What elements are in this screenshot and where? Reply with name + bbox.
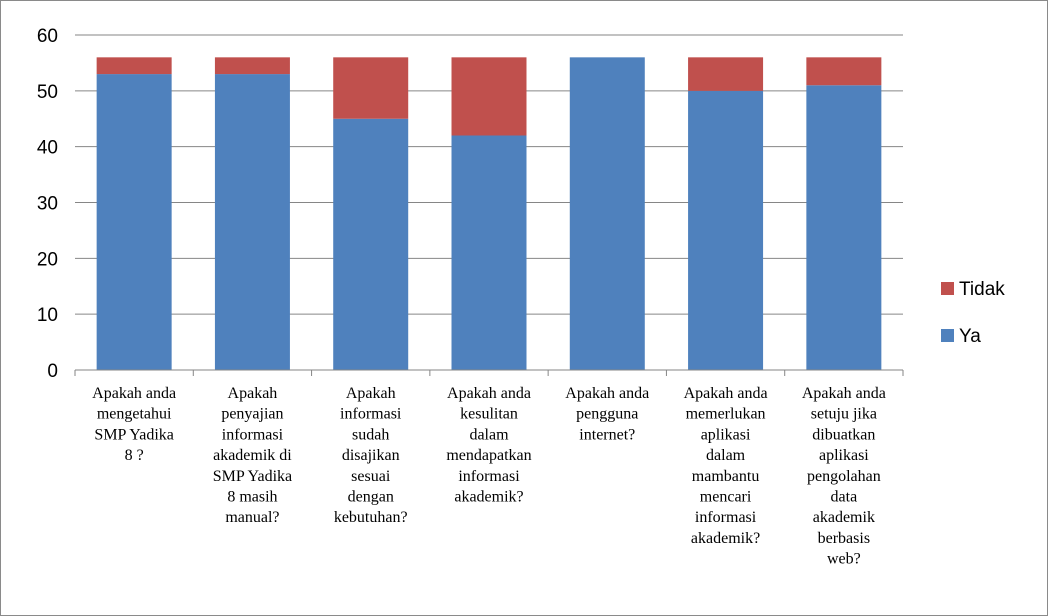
x-category-label: Apakah anda mengetahui SMP Yadika 8 ? — [92, 385, 176, 464]
bar-tidak-6 — [688, 57, 764, 91]
x-category-label: Apakah anda memerlukan aplikasi dalam mamban… — [684, 385, 768, 547]
bar-ya-7 — [806, 85, 882, 370]
x-category-label: Apakah anda kesulitan dalam mendapatkan info… — [446, 385, 531, 506]
bar-ya-3 — [333, 118, 409, 370]
bar-ya-6 — [688, 90, 764, 370]
legend-label-ya: Ya — [959, 326, 981, 347]
bar-ya-4 — [451, 135, 527, 370]
x-category-label: Apakah penyajian informasi akademik di SMP Y… — [213, 385, 293, 526]
x-category-label: Apakah anda setuju jika dibuatkan aplikasi p… — [802, 385, 886, 568]
y-tick-label: 50 — [37, 82, 58, 103]
x-category-label: Apakah anda pengguna internet? — [565, 385, 649, 443]
legend-swatch-tidak — [941, 282, 954, 295]
legend-swatch-ya — [941, 329, 954, 342]
bar-ya-5 — [569, 57, 645, 370]
bar-tidak-2 — [214, 57, 290, 75]
bar-ya-1 — [96, 74, 172, 370]
bar-ya-2 — [214, 74, 290, 370]
y-tick-label: 10 — [37, 305, 58, 326]
y-tick-label: 20 — [37, 249, 58, 270]
bar-tidak-1 — [96, 57, 172, 75]
x-category-label: Apakah informasi sudah disajikan sesuai denga… — [334, 385, 408, 526]
y-tick-label: 0 — [47, 361, 58, 382]
legend-label-tidak: Tidak — [959, 279, 1005, 300]
y-tick-label: 60 — [37, 26, 58, 47]
bar-tidak-7 — [806, 57, 882, 86]
bar-tidak-3 — [333, 57, 409, 119]
y-tick-label: 30 — [37, 194, 58, 215]
y-tick-label: 40 — [37, 138, 58, 159]
bar-tidak-4 — [451, 57, 527, 136]
